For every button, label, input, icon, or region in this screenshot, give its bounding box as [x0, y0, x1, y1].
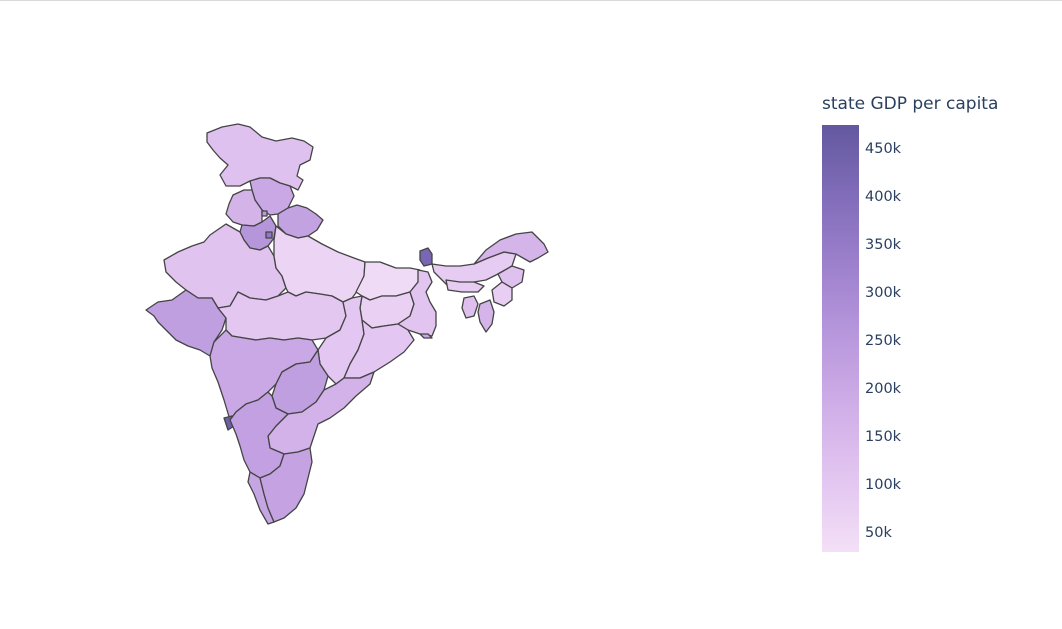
region-chandigarh[interactable]: [261, 210, 268, 217]
colorbar-tick-label: 400k: [865, 188, 902, 205]
colorbar-tick-label: 50k: [865, 524, 892, 541]
colorbar-gradient: [822, 125, 859, 552]
region-andaman-nicobar[interactable]: [419, 333, 433, 339]
region-tripura[interactable]: [461, 295, 479, 319]
region-karnataka[interactable]: [229, 391, 289, 479]
region-odisha[interactable]: [343, 319, 415, 379]
colorbar-title: state GDP per capita: [822, 94, 999, 114]
colorbar-tick-label: 250k: [865, 332, 902, 349]
colorbar-tick-label: 200k: [865, 380, 902, 397]
colorbar: [822, 125, 859, 552]
region-arunachal-pradesh[interactable]: [473, 231, 549, 265]
region-sikkim[interactable]: [419, 247, 433, 267]
colorbar-tick-label: 150k: [865, 428, 902, 445]
region-mizoram[interactable]: [477, 299, 495, 333]
region-tamil-nadu[interactable]: [259, 447, 313, 523]
region-delhi[interactable]: [265, 231, 273, 239]
region-uttar-pradesh[interactable]: [273, 225, 366, 303]
region-manipur[interactable]: [491, 281, 513, 307]
colorbar-tick-label: 450k: [865, 140, 902, 157]
colorbar-tick-label: 100k: [865, 476, 902, 493]
region-gujarat[interactable]: [145, 289, 227, 357]
region-madhya-pradesh[interactable]: [217, 291, 347, 341]
colorbar-tick-label: 300k: [865, 284, 902, 301]
colorbar-tick-label: 350k: [865, 236, 902, 253]
region-meghalaya[interactable]: [445, 279, 485, 293]
region-jammu-kashmir[interactable]: [206, 123, 314, 191]
top-divider: [0, 0, 1062, 1]
